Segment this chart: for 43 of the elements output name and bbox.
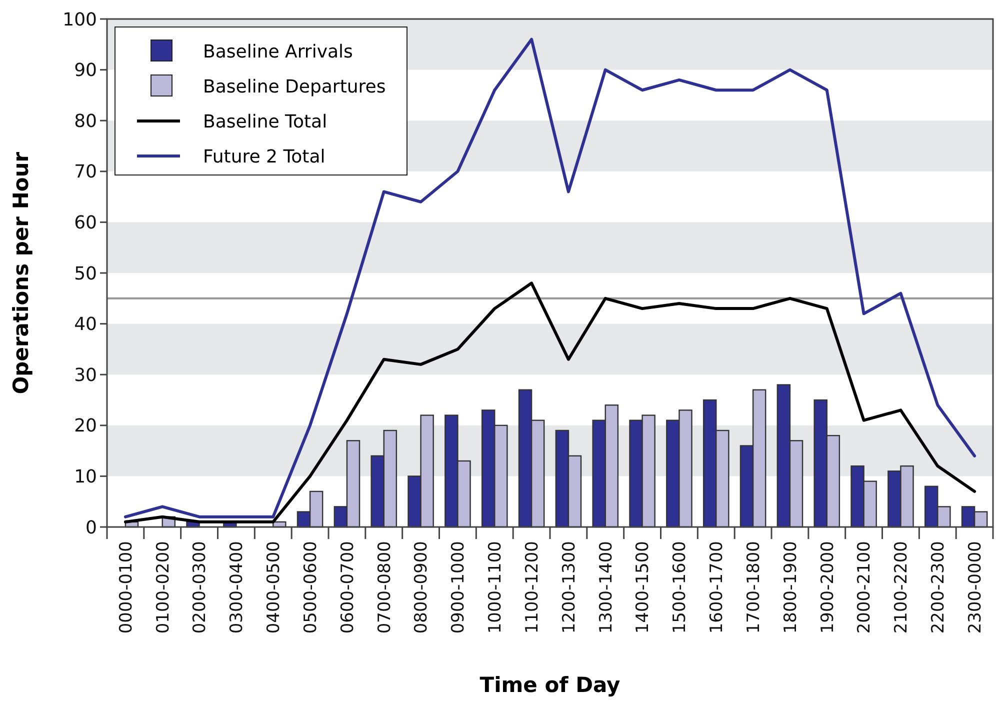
y-tick-label: 20 <box>74 416 97 437</box>
y-tick-label: 40 <box>74 314 97 336</box>
y-tick-label: 70 <box>74 162 97 183</box>
line-series <box>124 38 976 518</box>
x-tick-label: 2300-0000 <box>965 541 986 634</box>
x-tick-label: 0100-0200 <box>153 541 174 634</box>
x-tick-label: 1500-1600 <box>670 541 690 634</box>
y-tick-label: 0 <box>86 517 97 538</box>
y-tick-label: 100 <box>62 9 97 30</box>
x-tick-label: 1100-1200 <box>522 541 542 634</box>
x-tick-label: 1900-2000 <box>818 541 838 634</box>
y-tick-label: 30 <box>74 364 97 386</box>
x-tick-label: 0200-0300 <box>190 541 210 634</box>
y-tick-label: 60 <box>74 212 97 234</box>
x-tick-label: 2200-2300 <box>928 541 949 634</box>
x-tick-label: 1800-1900 <box>780 541 801 634</box>
legend-label: Baseline Arrivals <box>203 41 353 62</box>
x-tick-label: 0300-0400 <box>227 541 248 634</box>
x-tick-label: 0900-1000 <box>448 541 469 634</box>
legend-label: Future 2 Total <box>203 146 326 168</box>
x-tick-label: 1600-1700 <box>707 541 728 634</box>
x-axis-title: Time of Day <box>480 673 621 697</box>
y-tick-label: 10 <box>74 466 97 488</box>
x-tick-label: 0800-0900 <box>412 541 432 634</box>
x-tick-label: 0400-0500 <box>264 541 284 634</box>
y-axis-title: Operations per Hour <box>9 151 33 394</box>
x-tick-label: 1400-1500 <box>633 541 654 634</box>
legend-label: Baseline Total <box>203 111 328 132</box>
x-tick-label: 1700-1800 <box>744 541 764 634</box>
x-tick-label: 0000-0100 <box>116 541 136 634</box>
x-tick-label: 1000-1100 <box>486 541 506 634</box>
x-tick-label: 0700-0800 <box>374 541 395 634</box>
x-tick-label: 0600-0700 <box>338 541 358 634</box>
y-tick-label: 80 <box>74 110 97 132</box>
x-tick-label: 0500-0600 <box>300 541 321 634</box>
line-series <box>124 282 976 524</box>
x-tick-label: 2100-2200 <box>892 541 912 634</box>
y-tick-label: 50 <box>74 263 97 284</box>
legend-label: Baseline Departures <box>203 76 386 98</box>
x-tick-label: 1200-1300 <box>559 541 580 634</box>
x-tick-label: 2000-2100 <box>854 541 875 634</box>
x-tick-label: 1300-1400 <box>596 541 616 634</box>
y-tick-label: 90 <box>74 60 97 82</box>
